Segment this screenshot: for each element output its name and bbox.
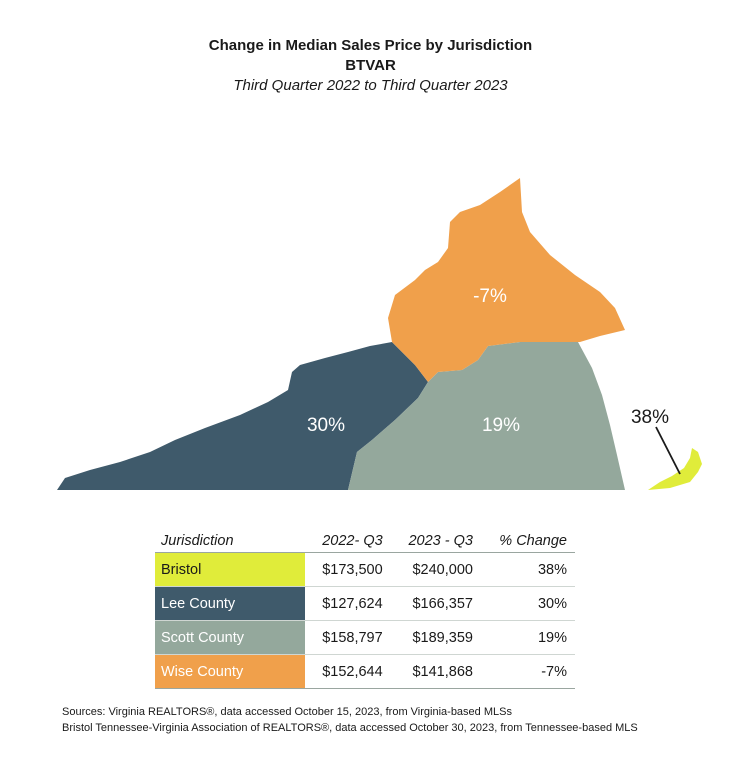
sources-note: Sources: Virginia REALTORS®, data access… xyxy=(62,704,638,736)
region-wise-county[interactable] xyxy=(388,178,625,382)
value-2022-cell: $127,624 xyxy=(305,586,391,621)
map-label-scott-county: 19% xyxy=(482,415,520,436)
jurisdiction-cell: Scott County xyxy=(155,620,305,655)
map-subtitle: BTVAR xyxy=(345,57,396,74)
value-2023-cell: $240,000 xyxy=(390,552,481,587)
change-cell: 38% xyxy=(480,552,575,587)
change-cell: -7% xyxy=(480,654,575,689)
region-lee-county[interactable] xyxy=(57,342,428,490)
header-2022-q3: 2022- Q3 xyxy=(305,530,391,553)
region-scott-county[interactable] xyxy=(348,342,625,490)
jurisdiction-cell: Lee County xyxy=(155,586,305,621)
table-header-row: Jurisdiction 2022- Q3 2023 - Q3 % Change xyxy=(155,530,575,553)
value-2023-cell: $189,359 xyxy=(390,620,481,655)
value-2022-cell: $152,644 xyxy=(305,654,391,689)
change-cell: 19% xyxy=(480,620,575,655)
map-label-lee-county: 30% xyxy=(307,415,345,436)
value-2022-cell: $158,797 xyxy=(305,620,391,655)
value-2022-cell: $173,500 xyxy=(305,552,391,587)
map-label-wise-county: -7% xyxy=(473,286,507,307)
map-period: Third Quarter 2022 to Third Quarter 2023 xyxy=(233,77,508,94)
table-row: Lee County $127,624 $166,357 30% xyxy=(155,586,575,621)
map-label-bristol: 38% xyxy=(631,407,669,428)
price-table: Jurisdiction 2022- Q3 2023 - Q3 % Change… xyxy=(155,530,575,689)
sources-line-1: Sources: Virginia REALTORS®, data access… xyxy=(62,706,512,718)
map-title: Change in Median Sales Price by Jurisdic… xyxy=(208,37,533,54)
header-2023-q3: 2023 - Q3 xyxy=(390,530,481,553)
header-jurisdiction: Jurisdiction xyxy=(155,530,305,553)
bristol-callout-line xyxy=(655,426,681,475)
title-block: Change in Median Sales Price by Jurisdic… xyxy=(0,36,741,96)
price-table-wrapper: Jurisdiction 2022- Q3 2023 - Q3 % Change… xyxy=(155,530,575,689)
value-2023-cell: $141,868 xyxy=(390,654,481,689)
table-row: Bristol $173,500 $240,000 38% xyxy=(155,552,575,587)
table-row: Scott County $158,797 $189,359 19% xyxy=(155,620,575,655)
region-bristol[interactable] xyxy=(648,448,702,490)
sources-line-2: Bristol Tennessee-Virginia Association o… xyxy=(62,722,638,734)
jurisdiction-cell: Bristol xyxy=(155,552,305,587)
value-2023-cell: $166,357 xyxy=(390,586,481,621)
jurisdiction-map: -7% 30% 19% 38% xyxy=(57,178,702,490)
header-pct-change: % Change xyxy=(480,530,575,553)
change-cell: 30% xyxy=(480,586,575,621)
table-row: Wise County $152,644 $141,868 -7% xyxy=(155,654,575,689)
jurisdiction-cell: Wise County xyxy=(155,654,305,689)
